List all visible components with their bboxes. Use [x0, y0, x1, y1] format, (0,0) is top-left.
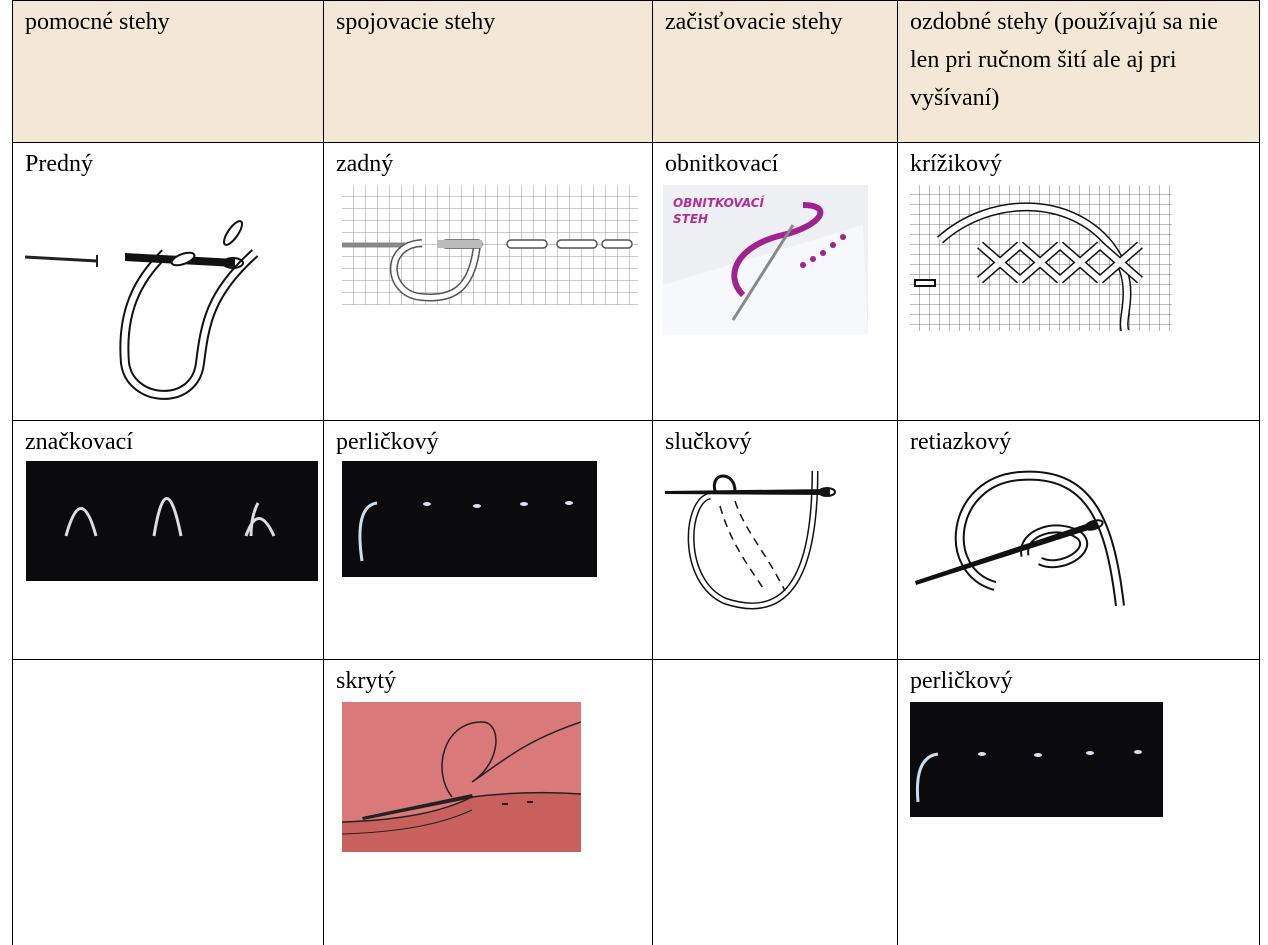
header-cell: ozdobné stehy (používajú sa nie len pri …	[897, 0, 1260, 143]
stitch-name: zadný	[336, 151, 394, 177]
header-row: pomocné stehy spojovacie stehy začisťova…	[12, 0, 1260, 143]
table-row: Predný zadný obnitk	[12, 142, 1260, 421]
loop-stitch-image	[665, 470, 836, 610]
table-row: skrytý perličkový	[12, 659, 1260, 945]
blind-stitch-image	[342, 702, 581, 852]
cell: retiazkový	[897, 420, 1260, 660]
cell: slučkový	[652, 420, 898, 660]
cell	[652, 659, 898, 945]
cell: krížikový	[897, 142, 1260, 421]
header-cell: spojovacie stehy	[323, 0, 653, 143]
back-stitch-image	[342, 185, 638, 305]
stitch-name: krížikový	[910, 151, 1002, 177]
svg-text:STEH: STEH	[673, 212, 708, 226]
cell: Predný	[12, 142, 324, 421]
stitch-name: skrytý	[336, 668, 396, 694]
running-stitch-image	[25, 220, 259, 400]
header-text: spojovacie stehy	[336, 9, 496, 35]
cell: obnitkovací OBNITKOVACÍ STEH	[652, 142, 898, 421]
cell	[12, 659, 324, 945]
marking-stitch-image	[26, 461, 318, 581]
svg-text:OBNITKOVACÍ: OBNITKOVACÍ	[673, 195, 766, 210]
cell: skrytý	[323, 659, 653, 945]
table-row: značkovací perličkový slučkový	[12, 420, 1260, 660]
stitch-name: slučkový	[665, 429, 752, 455]
cross-stitch-image	[910, 185, 1172, 331]
header-cell: pomocné stehy	[12, 0, 324, 143]
stitch-name: perličkový	[910, 668, 1013, 694]
pearl-stitch-image	[342, 461, 597, 577]
cell: perličkový	[897, 659, 1260, 945]
stitch-name: Predný	[25, 151, 93, 177]
stitch-name: perličkový	[336, 429, 439, 455]
chain-stitch-image	[915, 470, 1125, 606]
cell: perličkový	[323, 420, 653, 660]
cell: zadný	[323, 142, 653, 421]
pearl-stitch-image	[910, 702, 1163, 817]
overcast-stitch-image: OBNITKOVACÍ STEH	[663, 185, 868, 335]
stitch-name: značkovací	[25, 429, 133, 455]
header-text: pomocné stehy	[25, 9, 170, 35]
stitch-name: retiazkový	[910, 429, 1012, 455]
stitch-name: obnitkovací	[665, 151, 779, 177]
cell: značkovací	[12, 420, 324, 660]
header-text: začisťovacie stehy	[665, 9, 843, 35]
stitch-table: pomocné stehy spojovacie stehy začisťova…	[12, 0, 1260, 945]
header-text: ozdobné stehy (používajú sa nie len pri …	[910, 9, 1218, 111]
header-cell: začisťovacie stehy	[652, 0, 898, 143]
